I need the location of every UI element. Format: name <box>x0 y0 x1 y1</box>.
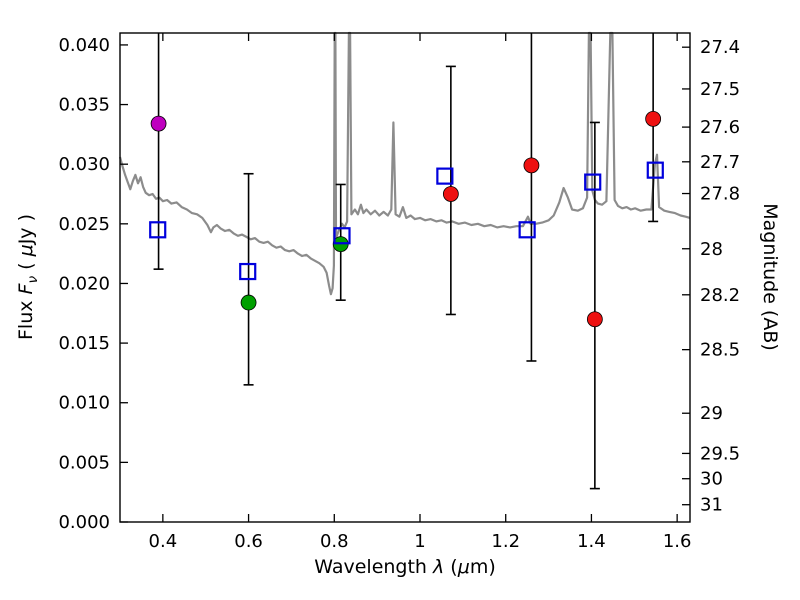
photometry-red-point <box>645 110 662 127</box>
mu-jy-symbol: μ <box>15 244 38 257</box>
magnitude-tick-label: 28 <box>700 239 723 260</box>
x-axis-label-unit: m) <box>469 556 496 578</box>
x-tick-label: 1.2 <box>491 531 520 552</box>
x-axis-label-paren: ( <box>444 556 458 578</box>
x-tick-label: 0.8 <box>320 531 349 552</box>
x-tick-label: 1 <box>414 531 425 552</box>
magnitude-tick-label: 27.6 <box>700 117 740 138</box>
photometry-green-point <box>240 294 257 311</box>
model-photometry-square-point <box>518 221 536 239</box>
flux-tick-label: 0.000 <box>58 512 110 533</box>
model-photometry-square-point <box>436 167 454 185</box>
flux-tick-label: 0.020 <box>58 273 110 294</box>
photometry-red-point <box>523 157 540 174</box>
flux-tick-label: 0.010 <box>58 393 110 414</box>
x-tick-label: 0.4 <box>149 531 178 552</box>
magnitude-tick-label: 27.4 <box>700 37 740 58</box>
nu-subscript: ν <box>24 275 41 284</box>
mu-symbol: μ <box>457 556 470 578</box>
flux-tick-label: 0.035 <box>58 95 110 116</box>
model-photometry-square-point <box>584 173 602 191</box>
x-tick-label: 1.4 <box>577 531 606 552</box>
model-photometry-square-point <box>646 161 664 179</box>
model-photometry-square-point <box>333 227 351 245</box>
photometry-magenta-point <box>150 115 167 132</box>
flux-unit-close: Jy ) <box>15 213 38 245</box>
y-axis-label-left: Flux Fν ( μJy ) <box>15 214 41 340</box>
x-axis-label-text: Wavelength <box>314 556 434 578</box>
flux-tick-label: 0.005 <box>58 452 110 473</box>
x-tick-label: 1.6 <box>663 531 692 552</box>
photometry-red-point <box>442 186 459 202</box>
magnitude-tick-label: 27.7 <box>700 152 740 173</box>
lambda-symbol: λ <box>433 556 445 578</box>
model-spectrum-line <box>118 31 691 296</box>
y-axis-label-right: Magnitude (AB) <box>759 203 781 351</box>
magnitude-tick-label: 27.5 <box>700 79 740 100</box>
axes-frame <box>119 32 691 523</box>
magnitude-tick-label: 29 <box>700 403 723 424</box>
flux-label-text: Flux <box>15 294 38 341</box>
photometry-red-point <box>586 311 603 328</box>
flux-symbol: F <box>15 283 38 295</box>
magnitude-tick-label: 29.5 <box>700 443 740 464</box>
magnitude-tick-label: 31 <box>700 495 723 516</box>
x-tick-label: 0.6 <box>234 531 263 552</box>
model-photometry-square-point <box>149 221 167 239</box>
magnitude-label-text: Magnitude (AB) <box>759 203 781 351</box>
flux-tick-label: 0.040 <box>58 35 110 56</box>
flux-tick-label: 0.015 <box>58 333 110 354</box>
magnitude-tick-label: 28.2 <box>700 285 740 306</box>
model-photometry-square-point <box>239 262 257 281</box>
flux-tick-label: 0.025 <box>58 214 110 235</box>
x-axis-label: Wavelength λ (μm) <box>120 556 690 578</box>
magnitude-tick-label: 30 <box>700 469 723 490</box>
magnitude-tick-label: 27.8 <box>700 184 740 205</box>
magnitude-tick-label: 28.5 <box>700 340 740 361</box>
flux-unit-open: ( <box>15 256 38 276</box>
flux-tick-label: 0.030 <box>58 154 110 175</box>
